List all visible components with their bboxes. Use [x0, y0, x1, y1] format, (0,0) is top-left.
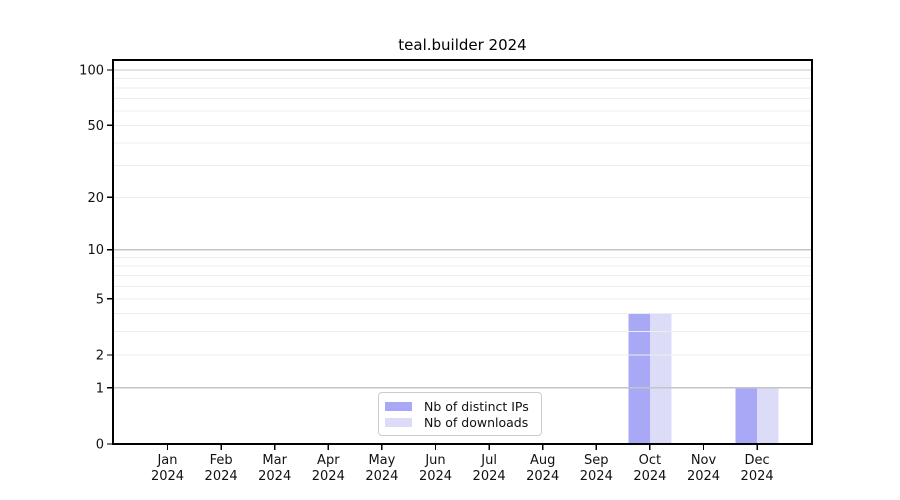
- x-tick-label: Mar 2024: [258, 453, 291, 484]
- y-tick-label: 100: [79, 64, 104, 79]
- legend: Nb of distinct IPs Nb of downloads: [378, 392, 542, 436]
- y-tick-label: 10: [87, 243, 104, 258]
- bar-distinct-ips: [628, 313, 650, 444]
- x-tick-label: May 2024: [365, 453, 398, 484]
- y-tick-label: 0: [96, 438, 104, 453]
- legend-swatch: [385, 401, 412, 411]
- x-tick-label: Dec 2024: [741, 453, 774, 484]
- axes-spines: [112, 59, 813, 445]
- y-tick-label: 50: [87, 119, 104, 134]
- x-tick-label: Apr 2024: [312, 453, 345, 484]
- legend-item: Nb of downloads: [385, 414, 533, 430]
- bar-downloads: [757, 387, 779, 444]
- legend-item: Nb of distinct IPs: [385, 398, 533, 414]
- y-tick-label: 5: [96, 292, 104, 307]
- y-tick-label: 20: [87, 191, 104, 206]
- legend-label: Nb of distinct IPs: [424, 398, 529, 414]
- bar-distinct-ips: [735, 387, 758, 444]
- x-tick-label: Oct 2024: [633, 453, 666, 484]
- y-tick-label: 1: [96, 381, 104, 396]
- y-tick-label: 2: [96, 348, 104, 363]
- chart-title: teal.builder 2024: [398, 36, 527, 54]
- legend-swatch: [385, 417, 412, 427]
- legend-label: Nb of downloads: [424, 414, 529, 430]
- x-tick-label: Nov 2024: [687, 453, 720, 484]
- x-tick-label: Sep 2024: [580, 453, 613, 484]
- x-tick-label: Feb 2024: [205, 453, 238, 484]
- bar-downloads: [649, 313, 672, 444]
- x-tick-label: Jun 2024: [419, 453, 452, 484]
- x-tick-label: Aug 2024: [526, 453, 559, 484]
- x-tick-label: Jul 2024: [473, 453, 506, 484]
- x-tick-label: Jan 2024: [151, 453, 184, 484]
